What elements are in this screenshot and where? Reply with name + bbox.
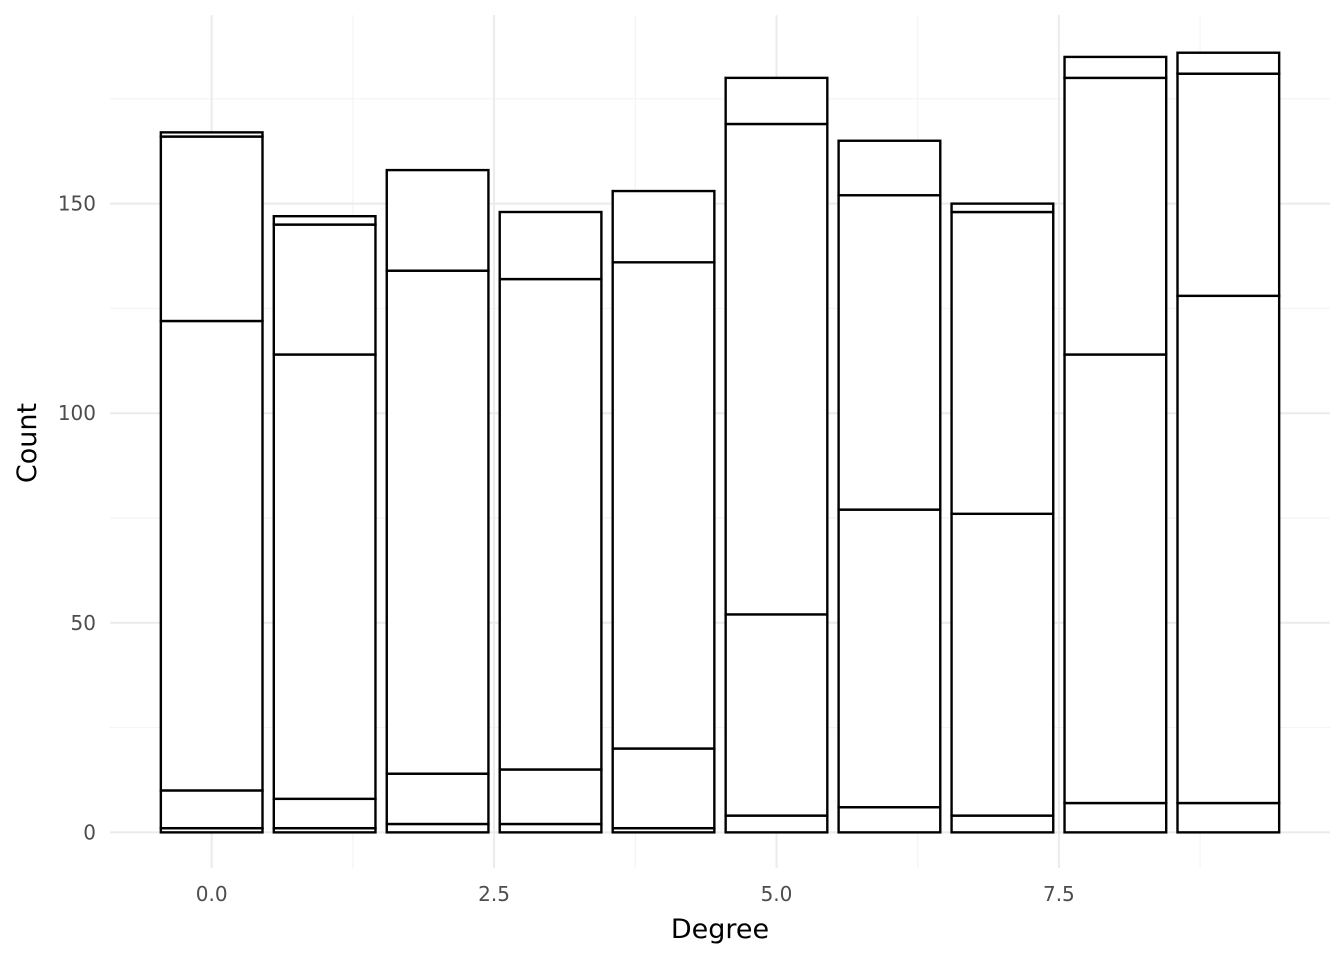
y-tick-label: 0 xyxy=(83,820,96,844)
bar-segment-6-2 xyxy=(837,194,942,511)
y-tick-label: 150 xyxy=(58,192,96,216)
bar-segment-5-2 xyxy=(724,122,829,616)
bar-segment-4-1 xyxy=(611,747,716,830)
bar-segment-2-1 xyxy=(385,772,490,826)
bar-segment-1-2 xyxy=(272,353,377,801)
bar-segment-3-3 xyxy=(498,210,603,281)
x-tick-label: 5.0 xyxy=(761,882,793,906)
bar-segment-7-1 xyxy=(950,512,1055,817)
y-axis-tick-labels: 0 50 100 150 xyxy=(58,192,96,845)
bar-segment-1-4 xyxy=(272,214,377,226)
bar-segment-8-0 xyxy=(1063,801,1168,834)
bar-segment-8-2 xyxy=(1063,76,1168,356)
bar-segment-8-3 xyxy=(1063,55,1168,80)
bar-segment-7-3 xyxy=(950,202,1055,214)
bars xyxy=(159,51,1281,834)
y-axis-title: Count xyxy=(12,403,43,483)
x-tick-label: 7.5 xyxy=(1043,882,1075,906)
bar-segment-1-3 xyxy=(272,223,377,356)
bar-segment-7-2 xyxy=(950,210,1055,516)
bar-segment-3-0 xyxy=(498,822,603,834)
bar-segment-9-1 xyxy=(1176,294,1281,805)
bar-segment-8-1 xyxy=(1063,353,1168,805)
bar-segment-6-3 xyxy=(837,139,942,197)
x-axis-title: Degree xyxy=(671,914,769,945)
bar-segment-9-0 xyxy=(1176,801,1281,834)
bar-segment-5-0 xyxy=(724,814,829,834)
bar-segment-3-1 xyxy=(498,768,603,826)
bar-segment-9-2 xyxy=(1176,72,1281,298)
bar-segment-9-3 xyxy=(1176,51,1281,75)
y-tick-label: 50 xyxy=(71,611,96,635)
x-axis-tick-labels: 0.0 2.5 5.0 7.5 xyxy=(196,882,1075,906)
bar-segment-0-2 xyxy=(159,319,264,792)
bar-segment-0-1 xyxy=(159,789,264,830)
bar-segment-5-1 xyxy=(724,613,829,817)
bar-segment-2-3 xyxy=(385,168,490,272)
bar-segment-4-3 xyxy=(611,189,716,264)
bar-segment-6-0 xyxy=(837,806,942,834)
bar-segment-7-0 xyxy=(950,814,1055,834)
bar-segment-2-2 xyxy=(385,269,490,775)
bar-segment-0-3 xyxy=(159,135,264,323)
bar-segment-1-1 xyxy=(272,797,377,830)
y-tick-label: 100 xyxy=(58,401,96,425)
bar-segment-5-3 xyxy=(724,76,829,126)
bar-segment-0-4 xyxy=(159,131,264,138)
bar-segment-3-2 xyxy=(498,277,603,771)
bar-segment-4-2 xyxy=(611,261,716,750)
x-tick-label: 2.5 xyxy=(478,882,510,906)
bar-segment-2-0 xyxy=(385,822,490,834)
bar-segment-6-1 xyxy=(837,508,942,809)
x-tick-label: 0.0 xyxy=(196,882,228,906)
